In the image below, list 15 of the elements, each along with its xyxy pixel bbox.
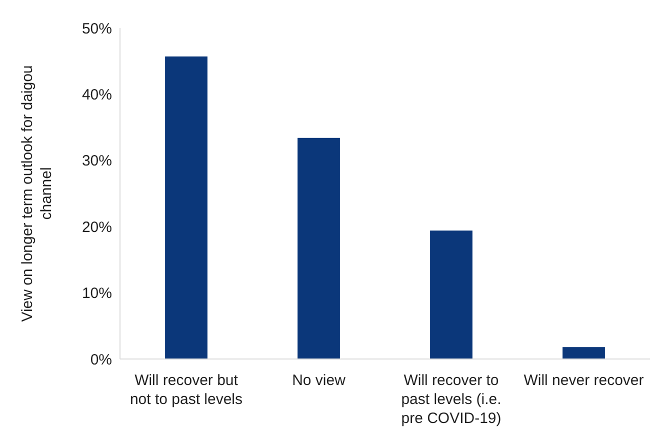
y-tick-label: 10% <box>82 285 112 302</box>
x-tick-label: Will recover to past levels (i.e. pre COVID-19) <box>401 372 502 427</box>
y-tick-label: 0% <box>90 351 112 368</box>
y-axis-title: View on longer term outlook for daigou channel <box>19 65 55 322</box>
bar <box>298 138 340 359</box>
x-tick-label: Will recover but not to past levels <box>130 372 243 408</box>
y-tick-label: 40% <box>82 86 112 104</box>
bar <box>562 347 605 359</box>
x-tick-label: No view <box>292 372 346 389</box>
x-tick-label: Will never recover <box>524 372 644 389</box>
bar <box>165 56 208 359</box>
y-tick-label: 20% <box>82 218 112 236</box>
y-tick-label: 30% <box>82 152 112 170</box>
y-tick-label: 50% <box>82 20 112 38</box>
bar <box>430 230 472 359</box>
